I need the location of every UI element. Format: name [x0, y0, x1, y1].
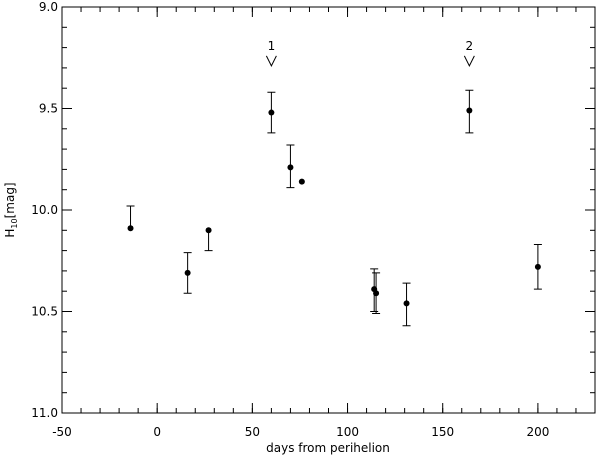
- error-bar-up: [267, 91, 276, 113]
- x-axis-title: days from perihelion: [266, 441, 390, 455]
- x-tick-label: 200: [526, 425, 549, 439]
- error-bar-down: [465, 110, 474, 134]
- error-bar-down: [402, 303, 411, 327]
- x-tick-label: -50: [52, 425, 72, 439]
- y-axis-title-sub: 10: [10, 218, 19, 228]
- y-tick-label: 9.5: [39, 102, 58, 116]
- error-bar-down: [204, 230, 213, 252]
- x-tick-label: 0: [153, 425, 161, 439]
- y-tick-label: 10.0: [31, 203, 58, 217]
- error-bar-up: [533, 244, 542, 267]
- x-tick-label: 150: [431, 425, 454, 439]
- point: [403, 300, 410, 307]
- x-tick-label: 50: [245, 425, 260, 439]
- annotation-arrow: [463, 55, 475, 67]
- error-bar-up: [372, 272, 381, 294]
- error-bar-down: [372, 293, 381, 315]
- point: [184, 269, 191, 276]
- error-bar-up: [370, 268, 379, 290]
- y-axis-title-unit: [mag]: [3, 182, 17, 218]
- error-bar-down: [267, 112, 276, 134]
- point: [205, 227, 212, 234]
- point: [287, 164, 294, 171]
- error-bar-up: [183, 252, 192, 273]
- annotation-label: 2: [466, 39, 474, 53]
- y-axis-title-main: H: [3, 229, 17, 238]
- y-tick-label: 10.5: [31, 305, 58, 319]
- error-bar-down: [533, 266, 542, 290]
- point: [534, 263, 541, 270]
- error-bar-up: [286, 144, 295, 168]
- point: [466, 107, 473, 114]
- error-bar-up: [126, 205, 135, 229]
- error-bar-down: [183, 272, 192, 294]
- annotation-label: 1: [268, 39, 276, 53]
- error-bar-up: [402, 282, 411, 304]
- y-axis-title: H10[mag]: [3, 182, 19, 237]
- plot-frame: [61, 6, 596, 414]
- error-bar-up: [465, 89, 474, 111]
- point: [373, 290, 380, 297]
- error-bar-down: [286, 167, 295, 189]
- annotation-arrow: [265, 55, 277, 67]
- y-tick-label: 11.0: [31, 406, 58, 420]
- point: [268, 109, 275, 116]
- point: [127, 225, 134, 232]
- x-tick-label: 100: [336, 425, 359, 439]
- point: [298, 178, 305, 185]
- y-tick-label: 9.0: [39, 0, 58, 14]
